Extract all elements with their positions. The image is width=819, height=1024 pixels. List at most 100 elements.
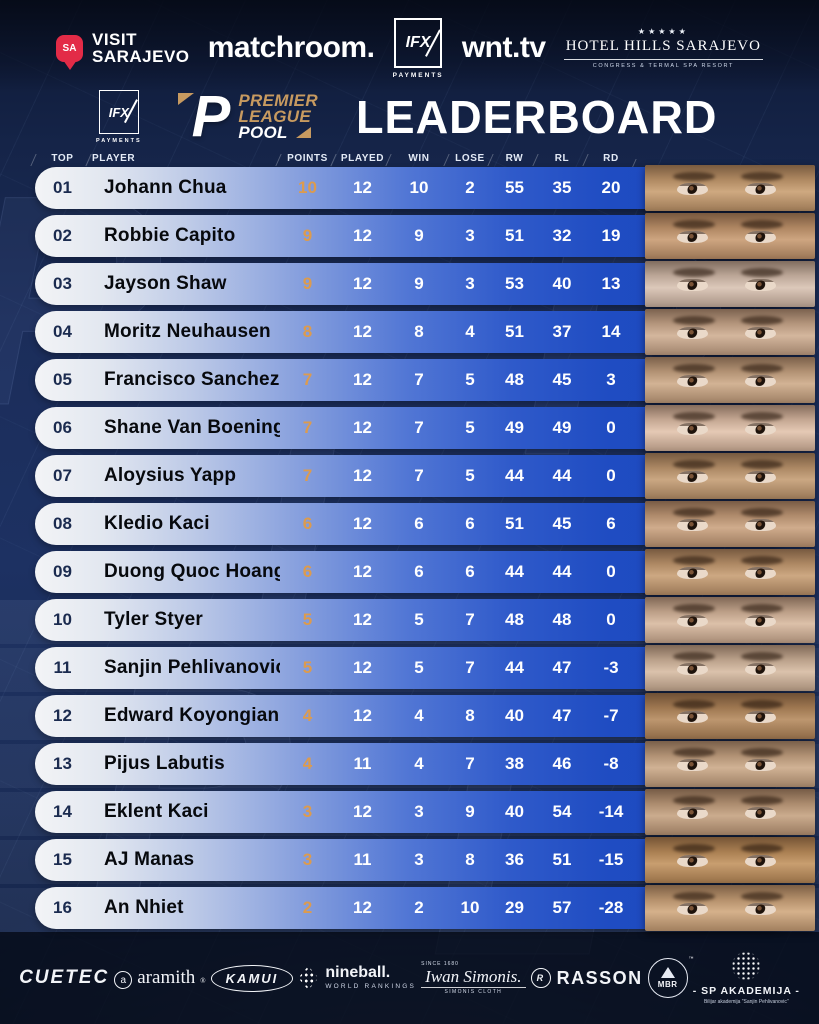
table-row: 16 An Nhiet 2 12 2 10 29 57 -28 bbox=[35, 885, 815, 931]
player-photo bbox=[645, 213, 815, 259]
player-name: Jayson Shaw bbox=[104, 273, 227, 294]
player-lose: 3 bbox=[465, 274, 475, 293]
rasson-circle-icon: R bbox=[530, 968, 551, 988]
player-rw: 44 bbox=[505, 658, 524, 677]
eye-right-icon bbox=[745, 807, 776, 819]
player-played: 11 bbox=[353, 850, 372, 869]
player-points: 4 bbox=[302, 754, 313, 773]
eyebrow-right bbox=[741, 364, 783, 373]
player-points: 4 bbox=[302, 706, 313, 725]
player-rd: -14 bbox=[598, 802, 624, 821]
player-played: 11 bbox=[353, 754, 372, 773]
player-photo bbox=[645, 261, 815, 307]
player-win: 10 bbox=[409, 178, 429, 197]
player-win: 2 bbox=[414, 898, 424, 917]
player-rl: 40 bbox=[552, 274, 572, 293]
ifx-box-icon: IFX bbox=[394, 17, 443, 68]
table-row: 13 Pijus Labutis 4 11 4 7 38 46 -8 bbox=[35, 741, 815, 787]
player-name: Tyler Styer bbox=[104, 609, 204, 630]
plp-line-league: LEAGUE bbox=[238, 107, 311, 127]
eye-left-icon bbox=[677, 759, 708, 771]
player-win: 3 bbox=[414, 850, 424, 869]
player-rw: 40 bbox=[505, 802, 524, 821]
player-name: An Nhiet bbox=[104, 897, 184, 918]
eyebrow-left bbox=[673, 700, 715, 709]
eyebrow-left bbox=[673, 892, 715, 901]
eye-right-icon bbox=[745, 567, 776, 579]
player-played: 12 bbox=[353, 706, 372, 725]
player-rw: 51 bbox=[505, 514, 524, 533]
eyebrow-right bbox=[741, 220, 783, 229]
nineball-diamond-icon bbox=[298, 966, 319, 990]
eyebrow-right bbox=[741, 460, 783, 469]
eye-left-icon bbox=[677, 615, 708, 627]
player-points: 6 bbox=[302, 562, 313, 581]
player-win: 5 bbox=[414, 658, 424, 677]
eye-left-icon bbox=[677, 231, 708, 243]
player-rl: 48 bbox=[552, 610, 572, 629]
player-lose: 5 bbox=[465, 418, 475, 437]
player-name: Moritz Neuhausen bbox=[104, 321, 271, 342]
player-rank: 09 bbox=[53, 562, 72, 581]
dotted-globe-icon bbox=[731, 951, 762, 982]
player-points: 7 bbox=[302, 418, 313, 437]
plp-p-icon: P bbox=[177, 87, 230, 146]
player-rw: 29 bbox=[505, 898, 524, 917]
player-name: Kledio Kaci bbox=[104, 513, 210, 534]
player-win: 9 bbox=[414, 274, 424, 293]
player-win: 3 bbox=[414, 802, 424, 821]
player-photo bbox=[645, 597, 815, 643]
player-rank: 06 bbox=[53, 418, 72, 437]
player-lose: 8 bbox=[465, 706, 475, 725]
eye-left-icon bbox=[677, 327, 708, 339]
player-win: 7 bbox=[414, 370, 424, 389]
eyebrow-right bbox=[741, 748, 783, 757]
player-lose: 2 bbox=[465, 178, 475, 197]
player-rank: 02 bbox=[53, 226, 72, 245]
eye-right-icon bbox=[745, 855, 776, 867]
nineball-logo: nineball. WORLD RANKINGS bbox=[298, 965, 416, 991]
eye-right-icon bbox=[745, 231, 776, 243]
eyebrow-right bbox=[741, 892, 783, 901]
registered-mark: ® bbox=[200, 976, 206, 985]
eyebrow-right bbox=[741, 700, 783, 709]
player-lose: 7 bbox=[465, 658, 475, 677]
player-rd: 14 bbox=[601, 322, 621, 341]
player-rank: 03 bbox=[53, 274, 72, 293]
player-points: 2 bbox=[302, 898, 313, 917]
player-played: 12 bbox=[353, 322, 372, 341]
mbr-logo: MBR ™ bbox=[647, 956, 694, 998]
player-rank: 15 bbox=[53, 850, 72, 869]
player-rw: 53 bbox=[505, 274, 524, 293]
eyebrow-right bbox=[741, 268, 783, 277]
player-rl: 45 bbox=[552, 370, 572, 389]
col-lose: LOSE bbox=[448, 153, 492, 164]
plp-line-pool: POOL bbox=[238, 122, 288, 142]
eye-left-icon bbox=[677, 471, 708, 483]
player-rw: 49 bbox=[505, 418, 524, 437]
eyebrow-left bbox=[673, 268, 715, 277]
eyebrow-right bbox=[741, 508, 783, 517]
rasson-logo: R RASSON bbox=[530, 968, 643, 989]
eyebrow-right bbox=[741, 604, 783, 613]
player-rl: 57 bbox=[552, 898, 572, 917]
player-rd: -28 bbox=[598, 898, 624, 917]
player-lose: 7 bbox=[465, 610, 475, 629]
player-played: 12 bbox=[353, 562, 372, 581]
player-played: 12 bbox=[353, 610, 372, 629]
player-rd: -8 bbox=[603, 754, 619, 773]
eye-left-icon bbox=[677, 519, 708, 531]
player-rl: 47 bbox=[552, 706, 572, 725]
player-rl: 44 bbox=[552, 466, 572, 485]
player-rw: 44 bbox=[505, 466, 524, 485]
player-played: 12 bbox=[353, 466, 372, 485]
player-rank: 08 bbox=[53, 514, 72, 533]
eyebrow-left bbox=[673, 172, 715, 181]
player-rw: 36 bbox=[505, 850, 524, 869]
hotel-hills-label: HOTEL HILLS SARAJEVO bbox=[563, 36, 763, 60]
player-win: 4 bbox=[414, 754, 424, 773]
eye-right-icon bbox=[745, 759, 776, 771]
table-row: 09 Duong Quoc Hoang 6 12 6 6 44 44 0 bbox=[35, 549, 815, 595]
player-photo bbox=[645, 501, 815, 547]
aramith-circle-icon: a bbox=[114, 971, 133, 990]
